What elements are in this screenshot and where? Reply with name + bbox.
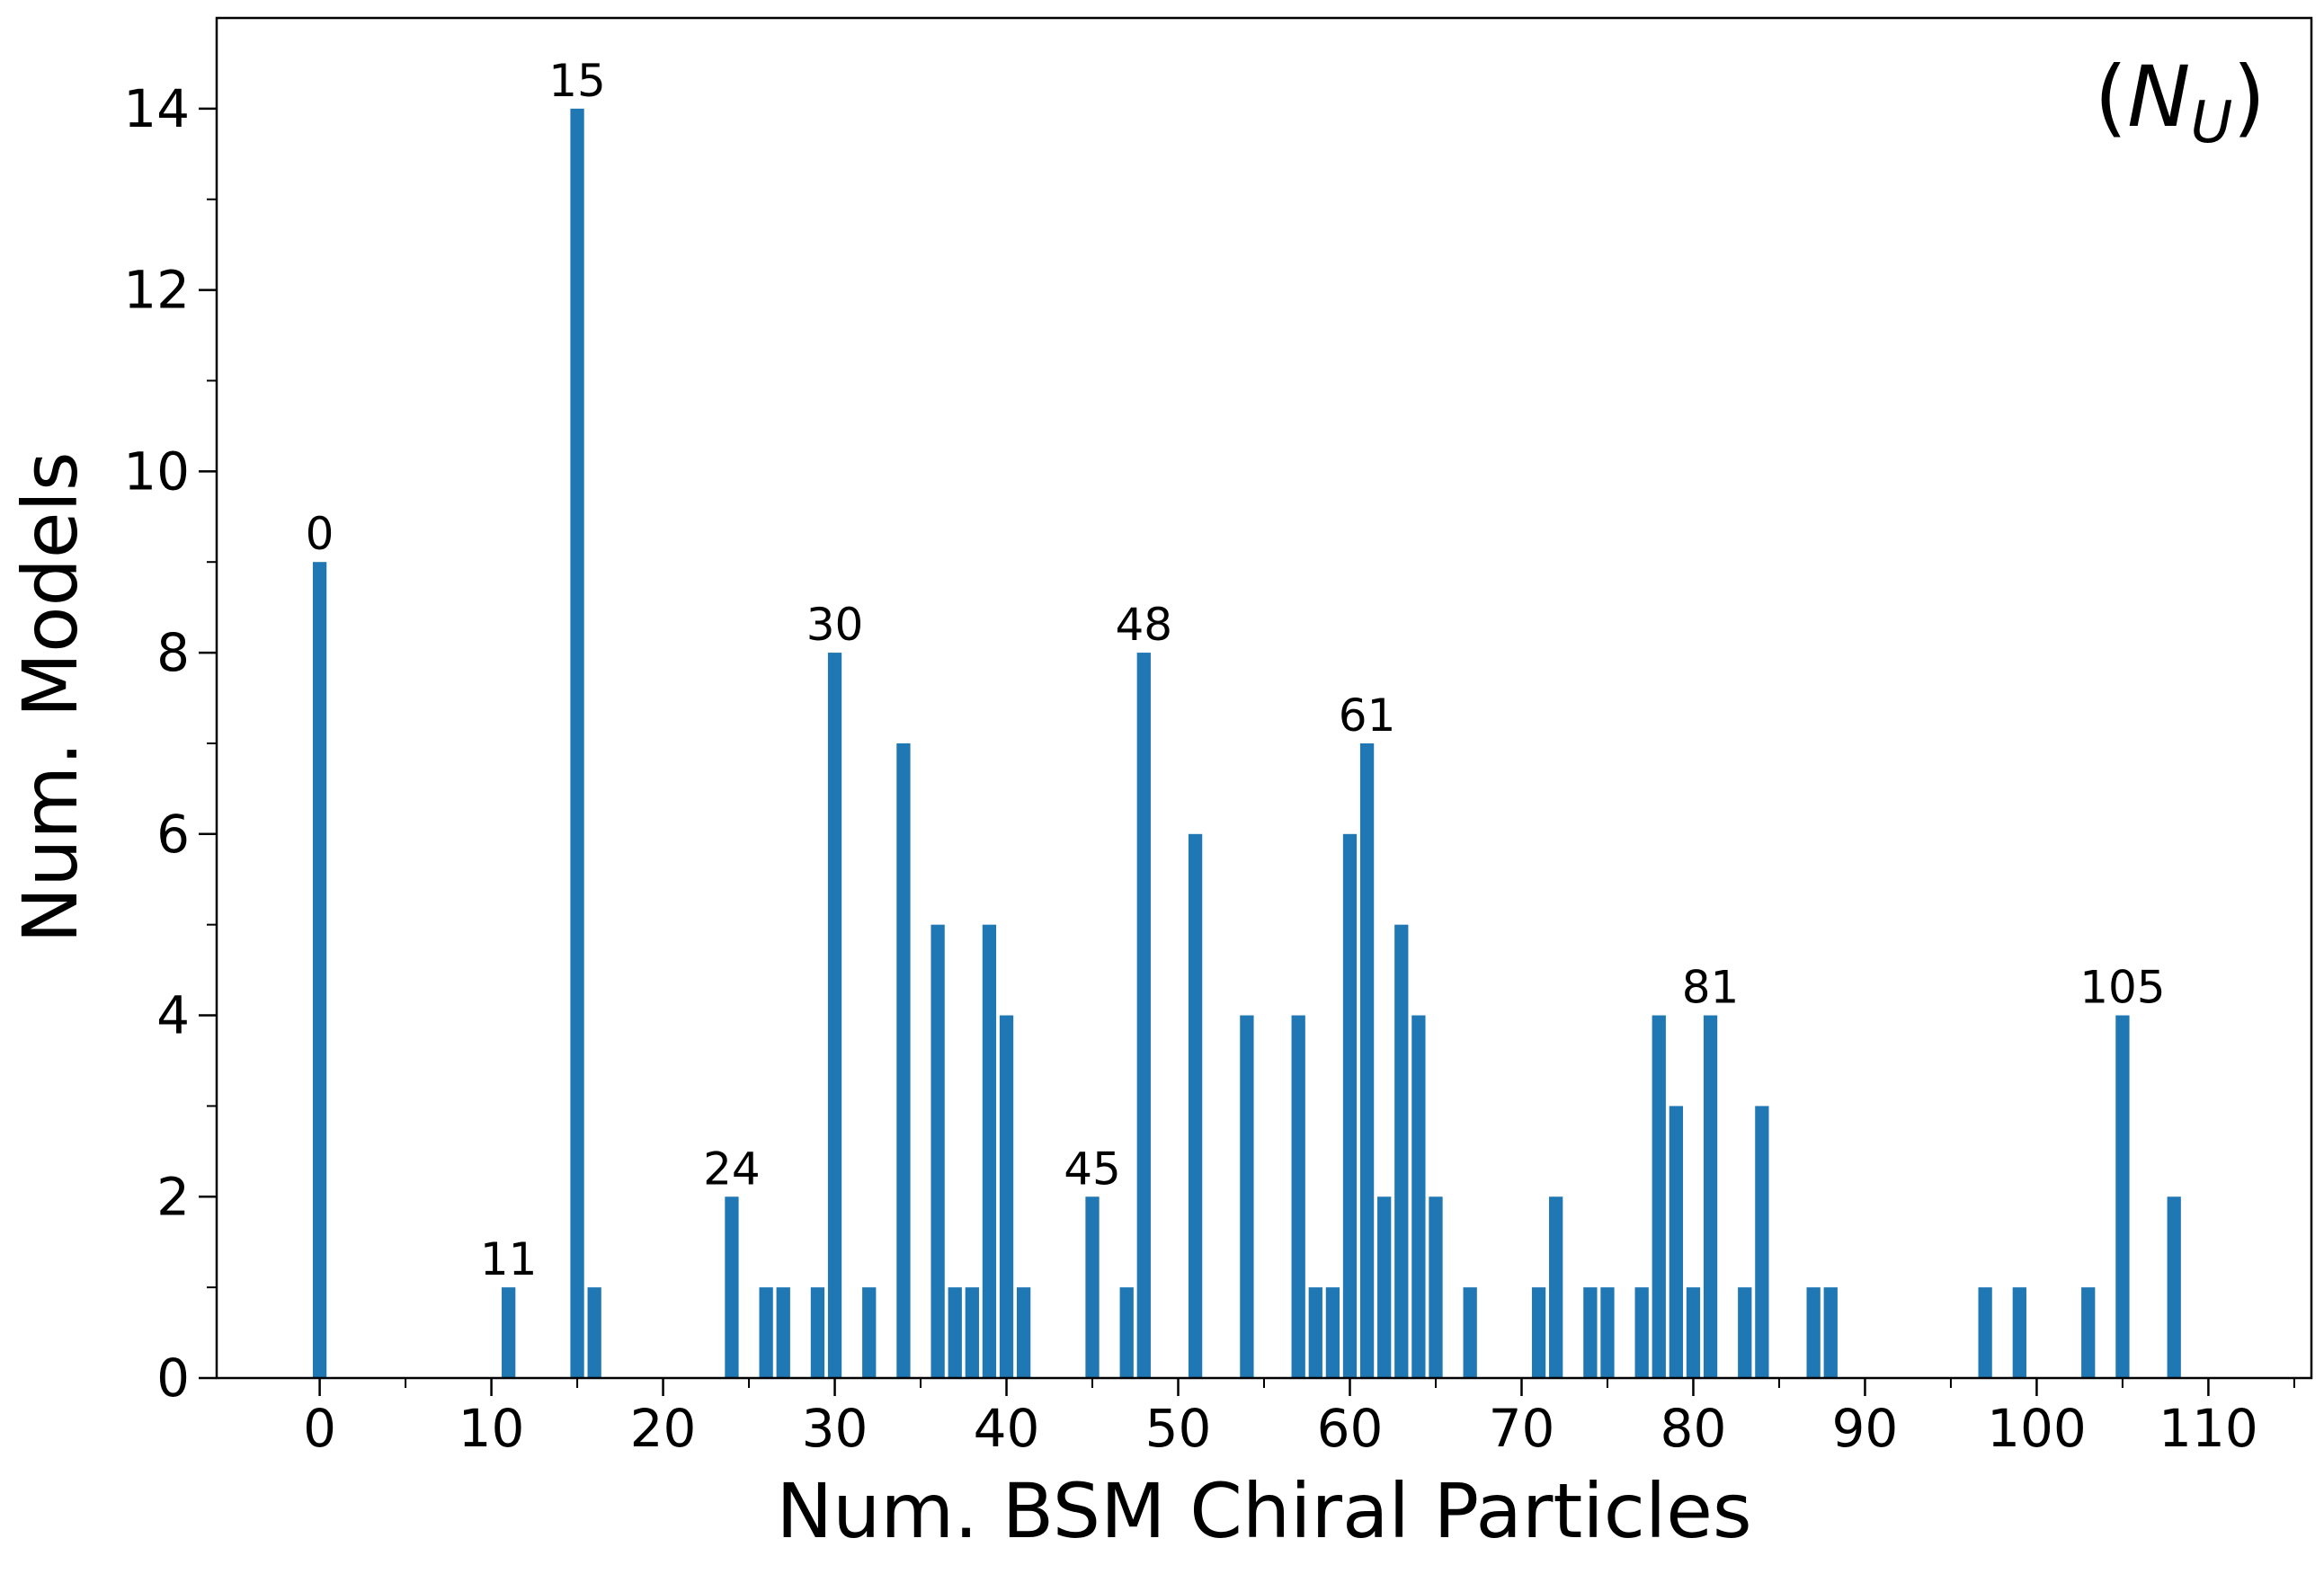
corner-label-subscript: U [2190, 90, 2232, 156]
bar-64 [1411, 1015, 1426, 1378]
bar-annotation-81: 81 [1682, 962, 1740, 1014]
bar-16 [587, 1287, 601, 1378]
x-tick-label-0: 0 [303, 1398, 336, 1459]
bar-38 [965, 1287, 979, 1378]
bar-48 [1136, 653, 1151, 1378]
x-tick-label-100: 100 [1987, 1398, 2087, 1459]
bar-annotation-45: 45 [1064, 1143, 1121, 1195]
bar-36 [930, 924, 945, 1378]
bar-annotation-48: 48 [1115, 599, 1172, 651]
bar-67 [1463, 1287, 1477, 1378]
bars-layer [312, 108, 2181, 1378]
bar-80 [1686, 1287, 1701, 1378]
bar-75 [1600, 1287, 1615, 1378]
bar-annotation-61: 61 [1339, 689, 1396, 742]
x-tick-label-30: 30 [802, 1398, 868, 1459]
bar-11 [502, 1287, 516, 1378]
bar-84 [1755, 1106, 1769, 1378]
corner-label-close: ) [2232, 49, 2266, 147]
bar-74 [1583, 1287, 1598, 1378]
bar-annotation-11: 11 [480, 1233, 538, 1285]
y-tick-label-14: 14 [123, 78, 190, 139]
bar-32 [862, 1287, 877, 1378]
bar-annotations: 0 11 15 24 30 45 48 61 81 105 [306, 55, 2166, 1285]
bar-58 [1308, 1287, 1322, 1378]
bar-annotation-15: 15 [548, 55, 606, 107]
bar-47 [1119, 1287, 1134, 1378]
bar-72 [1549, 1196, 1563, 1378]
bar-26 [759, 1287, 773, 1378]
bar-39 [982, 924, 997, 1378]
x-axis-label: Num. BSM Chiral Particles [776, 1467, 1751, 1555]
x-tick-label-10: 10 [459, 1398, 525, 1459]
bar-103 [2081, 1287, 2096, 1378]
bar-57 [1291, 1015, 1305, 1378]
bar-97 [1978, 1287, 1992, 1378]
y-tick-label-10: 10 [123, 440, 190, 502]
y-tick-label-6: 6 [156, 804, 190, 865]
x-tick-label-50: 50 [1145, 1398, 1212, 1459]
y-tick-label-12: 12 [123, 260, 190, 321]
bar-27 [776, 1287, 790, 1378]
bar-83 [1738, 1287, 1752, 1378]
bar-77 [1634, 1287, 1649, 1378]
corner-label-symbol: N [2127, 49, 2190, 147]
bar-71 [1531, 1287, 1546, 1378]
bar-65 [1429, 1196, 1443, 1378]
bar-78 [1652, 1015, 1666, 1378]
x-tick-label-40: 40 [974, 1398, 1040, 1459]
y-tick-label-4: 4 [156, 985, 190, 1046]
corner-label-open: ( [2094, 49, 2127, 147]
bar-annotation-0: 0 [306, 508, 334, 560]
y-axis-label: Num. Models [6, 451, 94, 943]
corner-label: (NU) [2094, 49, 2266, 156]
y-axis: 0 2 4 6 8 10 12 14 [123, 78, 217, 1409]
bar-61 [1359, 743, 1375, 1378]
bar-62 [1377, 1196, 1392, 1378]
bar-30 [827, 653, 842, 1378]
bar-annotation-24: 24 [703, 1143, 761, 1195]
bar-87 [1806, 1287, 1821, 1378]
bar-0 [312, 562, 327, 1378]
bar-40 [999, 1015, 1014, 1378]
bar-34 [896, 743, 911, 1378]
bar-54 [1240, 1015, 1254, 1378]
bar-annotation-105: 105 [2079, 962, 2165, 1014]
bar-15 [570, 108, 584, 1378]
bar-81 [1703, 1015, 1718, 1378]
x-tick-label-60: 60 [1317, 1398, 1384, 1459]
y-tick-label-2: 2 [156, 1166, 190, 1227]
bar-60 [1342, 833, 1358, 1378]
bar-99 [2012, 1287, 2026, 1378]
bar-51 [1188, 833, 1203, 1378]
x-tick-label-110: 110 [2159, 1398, 2258, 1459]
y-tick-label-0: 0 [156, 1347, 190, 1409]
x-axis: 0 10 20 30 40 50 60 70 80 90 100 110 [303, 1378, 2295, 1459]
bar-41 [1016, 1287, 1031, 1378]
bar-59 [1325, 1287, 1340, 1378]
bar-29 [810, 1287, 825, 1378]
bar-79 [1669, 1106, 1683, 1378]
y-tick-label-8: 8 [156, 622, 190, 683]
bar-annotation-30: 30 [806, 599, 864, 651]
bar-105 [2115, 1015, 2130, 1378]
x-tick-label-70: 70 [1489, 1398, 1555, 1459]
bar-88 [1823, 1287, 1838, 1378]
bar-63 [1394, 924, 1409, 1378]
x-tick-label-90: 90 [1832, 1398, 1899, 1459]
bar-24 [725, 1196, 739, 1378]
x-tick-label-20: 20 [630, 1398, 697, 1459]
bar-108 [2167, 1196, 2181, 1378]
bar-45 [1085, 1196, 1100, 1378]
x-tick-label-80: 80 [1661, 1398, 1727, 1459]
bar-37 [948, 1287, 962, 1378]
